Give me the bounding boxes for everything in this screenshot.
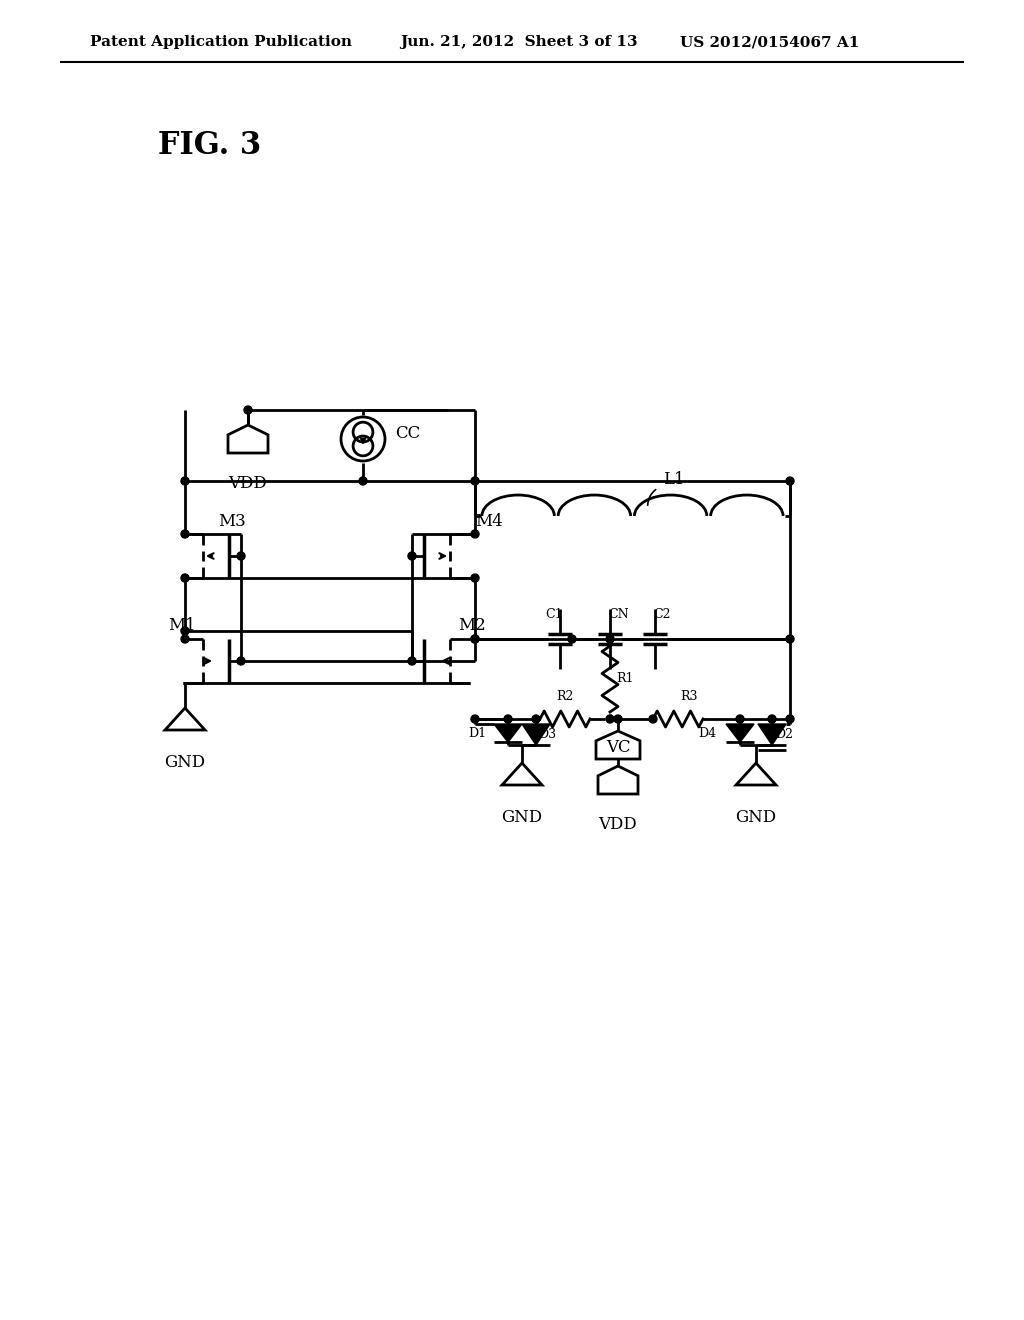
Circle shape [181, 627, 189, 635]
Text: D3: D3 [538, 729, 556, 741]
Text: Jun. 21, 2012  Sheet 3 of 13: Jun. 21, 2012 Sheet 3 of 13 [400, 36, 638, 49]
Circle shape [471, 531, 479, 539]
Circle shape [181, 531, 189, 539]
Circle shape [614, 715, 622, 723]
Circle shape [237, 552, 245, 560]
Circle shape [471, 477, 479, 484]
Circle shape [768, 715, 776, 723]
Polygon shape [758, 723, 786, 744]
Circle shape [408, 552, 416, 560]
Text: M1: M1 [168, 618, 196, 635]
Text: R1: R1 [616, 672, 634, 685]
Circle shape [606, 715, 614, 723]
Polygon shape [522, 723, 550, 744]
Circle shape [471, 635, 479, 643]
Text: M2: M2 [458, 618, 485, 635]
Text: D1: D1 [468, 726, 486, 739]
Circle shape [606, 635, 614, 643]
Text: C2: C2 [653, 609, 671, 620]
Text: US 2012/0154067 A1: US 2012/0154067 A1 [680, 36, 859, 49]
Text: GND: GND [165, 754, 206, 771]
Circle shape [649, 715, 657, 723]
Text: VDD: VDD [228, 475, 267, 492]
Circle shape [532, 715, 540, 723]
Text: M4: M4 [475, 512, 503, 529]
Circle shape [471, 574, 479, 582]
Text: CC: CC [395, 425, 420, 442]
Text: R3: R3 [680, 690, 697, 704]
Circle shape [181, 635, 189, 643]
Text: VDD: VDD [599, 816, 637, 833]
Text: D2: D2 [775, 729, 793, 741]
Circle shape [786, 635, 794, 643]
Circle shape [408, 657, 416, 665]
Text: Patent Application Publication: Patent Application Publication [90, 36, 352, 49]
Polygon shape [726, 723, 754, 742]
Text: GND: GND [502, 809, 543, 826]
Text: M3: M3 [218, 512, 246, 529]
Text: GND: GND [735, 809, 776, 826]
Circle shape [504, 715, 512, 723]
Circle shape [359, 477, 367, 484]
Text: C1: C1 [545, 609, 563, 620]
Text: FIG. 3: FIG. 3 [158, 129, 261, 161]
Circle shape [786, 715, 794, 723]
Circle shape [181, 574, 189, 582]
Text: D4: D4 [698, 726, 716, 739]
Text: VC: VC [605, 739, 631, 756]
Circle shape [736, 715, 744, 723]
Text: L1: L1 [663, 471, 685, 488]
Text: R2: R2 [556, 690, 573, 704]
Circle shape [471, 635, 479, 643]
Text: CN: CN [608, 609, 629, 620]
Polygon shape [494, 723, 522, 742]
Circle shape [181, 477, 189, 484]
Circle shape [568, 635, 575, 643]
Circle shape [244, 407, 252, 414]
Circle shape [786, 477, 794, 484]
Circle shape [237, 657, 245, 665]
Circle shape [471, 715, 479, 723]
